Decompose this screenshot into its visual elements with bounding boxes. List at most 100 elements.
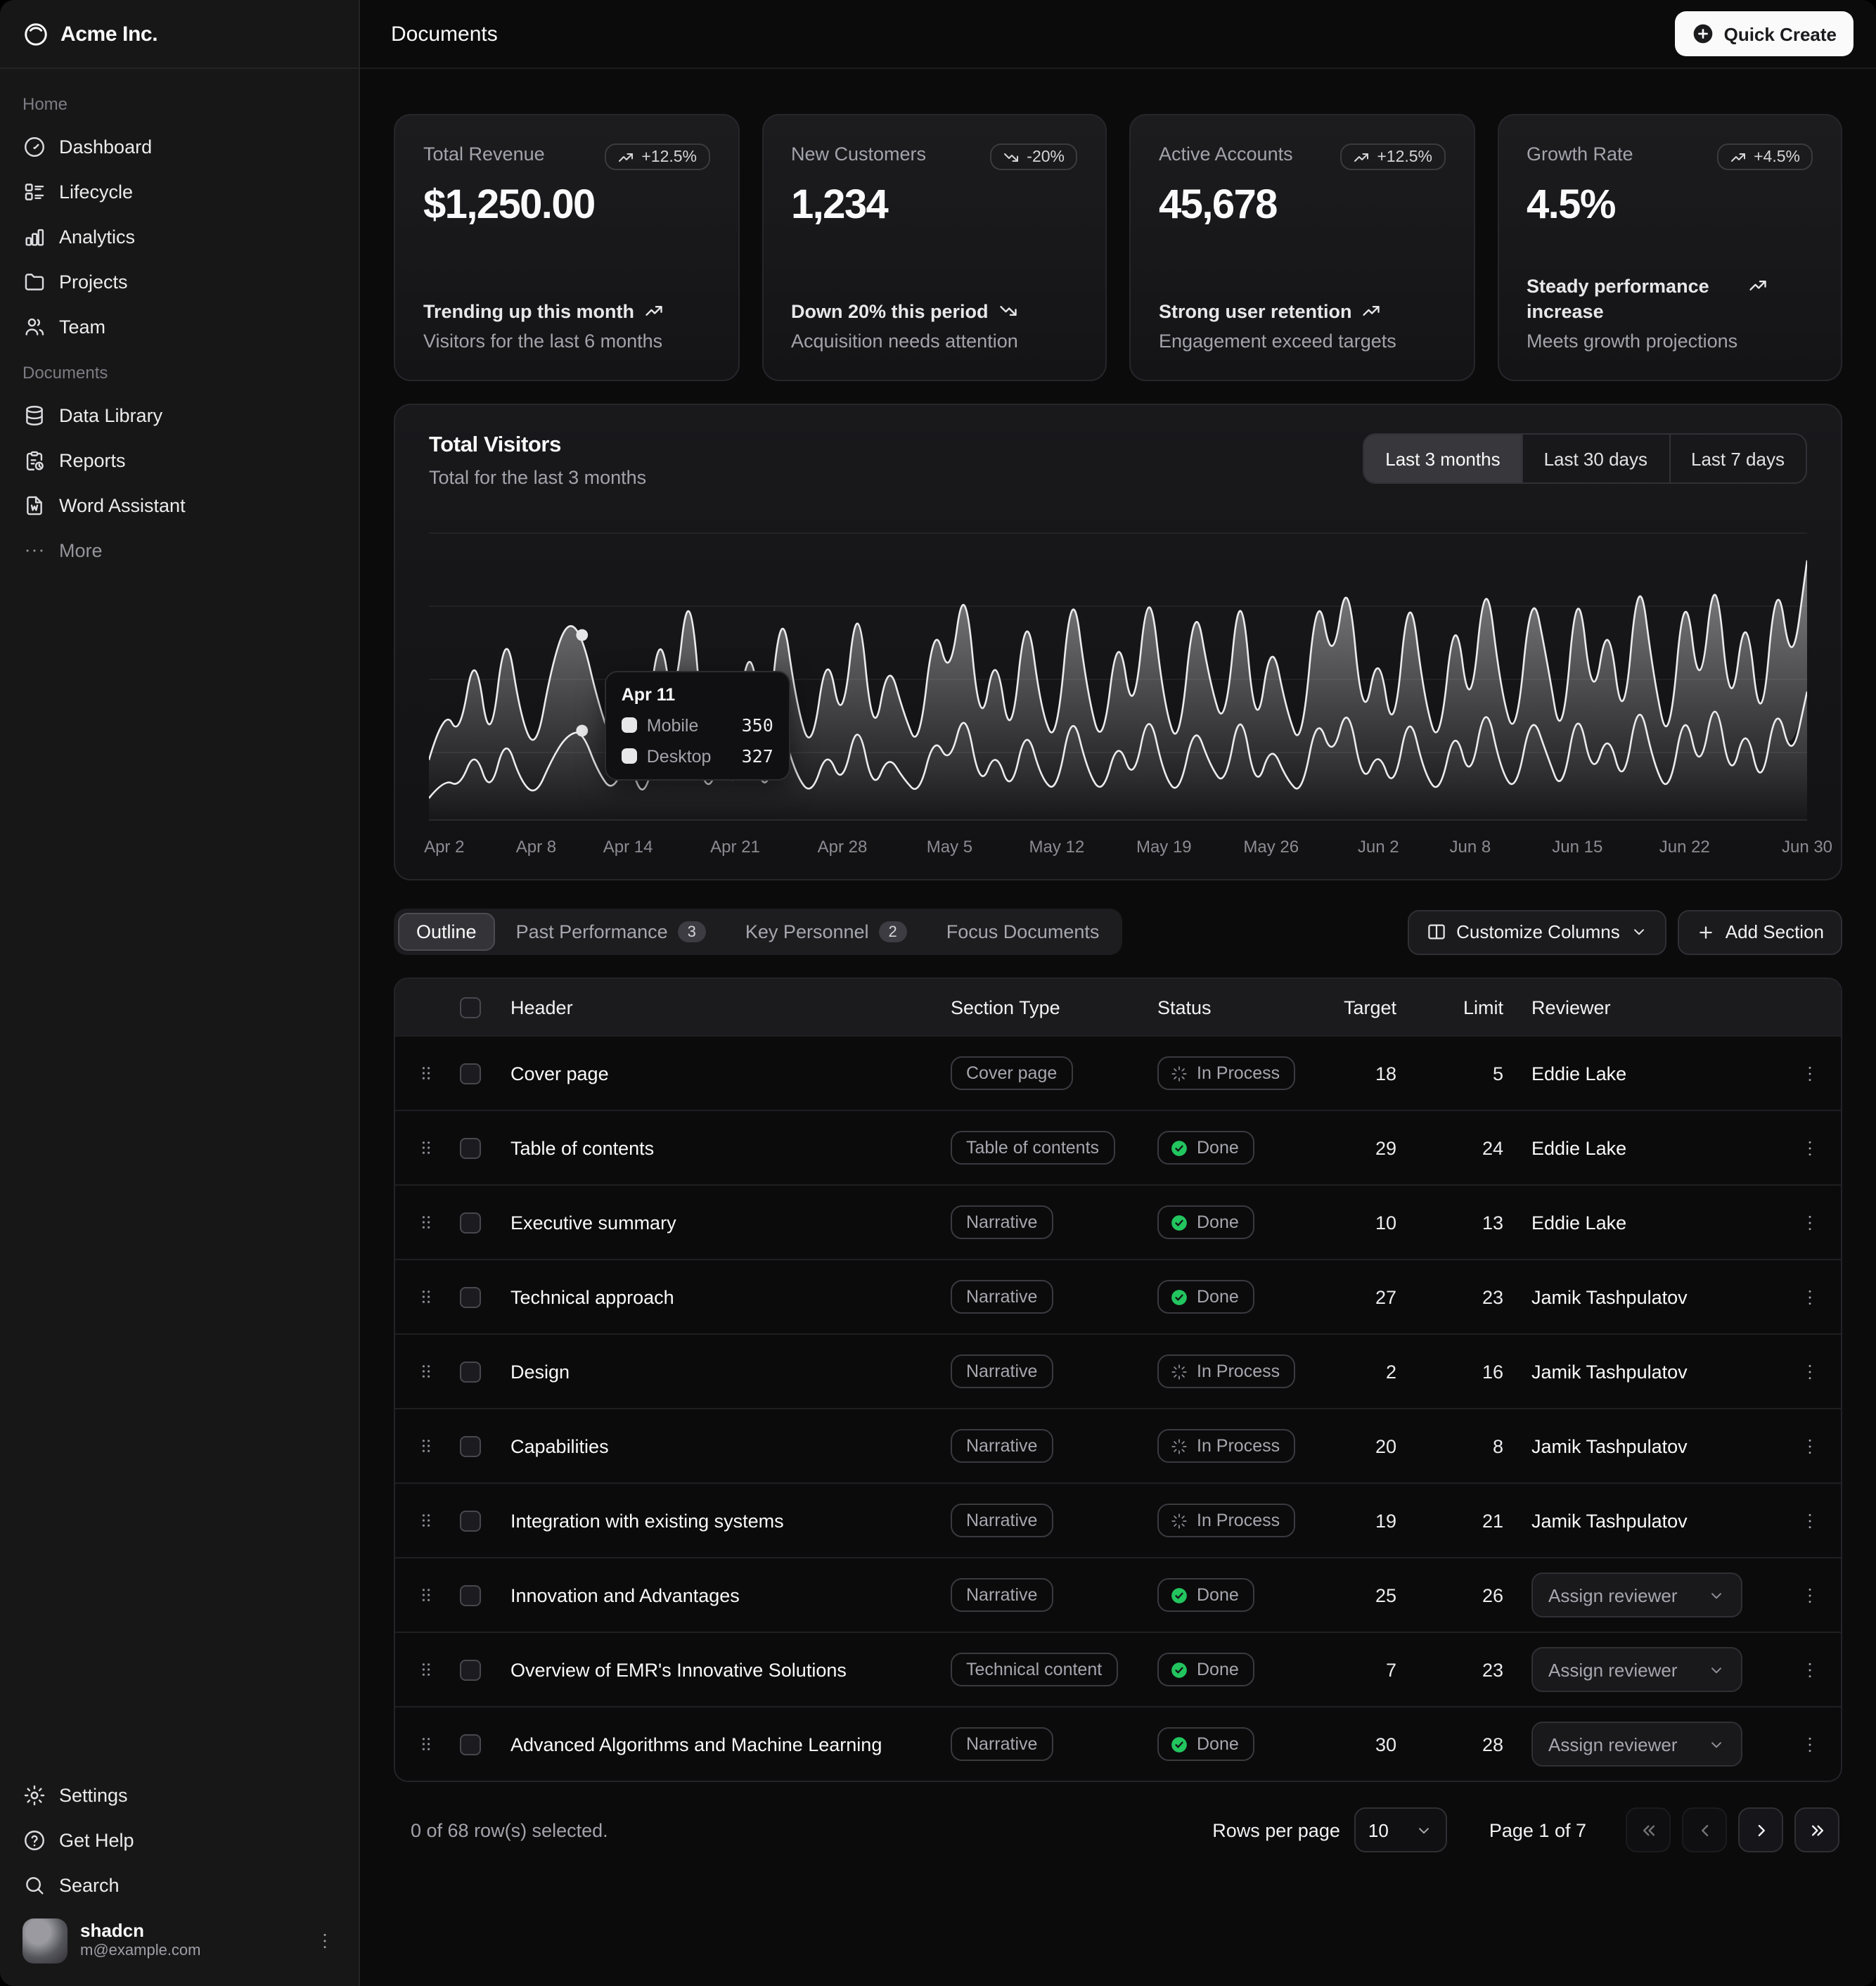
target-value[interactable]: 7 <box>1386 1659 1396 1680</box>
target-value[interactable]: 27 <box>1375 1286 1396 1307</box>
row-menu-button[interactable] <box>1790 1053 1830 1093</box>
drag-handle-icon[interactable] <box>415 1584 437 1606</box>
range-option-last-30-days[interactable]: Last 30 days <box>1522 435 1669 482</box>
target-value[interactable]: 20 <box>1375 1435 1396 1456</box>
previous-page-button[interactable] <box>1682 1807 1727 1852</box>
sidebar-item-reports[interactable]: Reports <box>11 437 347 482</box>
limit-value[interactable]: 23 <box>1482 1286 1503 1307</box>
tab-key-personnel[interactable]: Key Personnel2 <box>727 913 925 951</box>
row-header-title[interactable]: Table of contents <box>510 1137 654 1158</box>
row-checkbox[interactable] <box>460 1584 481 1606</box>
section-type-badge: Narrative <box>951 1578 1053 1612</box>
first-page-button[interactable] <box>1626 1807 1671 1852</box>
sidebar-item-label: Analytics <box>59 226 135 247</box>
stat-card-value: 45,678 <box>1159 183 1445 229</box>
row-menu-button[interactable] <box>1790 1203 1830 1242</box>
row-checkbox[interactable] <box>460 1063 481 1084</box>
target-value[interactable]: 10 <box>1375 1212 1396 1233</box>
row-checkbox[interactable] <box>460 1137 481 1158</box>
drag-handle-icon[interactable] <box>415 1136 437 1159</box>
limit-value[interactable]: 24 <box>1482 1137 1503 1158</box>
row-header-title[interactable]: Integration with existing systems <box>510 1510 784 1531</box>
sidebar-item-get-help[interactable]: Get Help <box>11 1817 347 1862</box>
row-header-title[interactable]: Capabilities <box>510 1435 609 1456</box>
sidebar-item-search[interactable]: Search <box>11 1862 347 1907</box>
target-value[interactable]: 18 <box>1375 1063 1396 1084</box>
table-row: Advanced Algorithms and Machine Learning… <box>395 1706 1841 1781</box>
drag-handle-icon[interactable] <box>415 1360 437 1383</box>
sidebar-item-analytics[interactable]: Analytics <box>11 214 347 259</box>
row-menu-button[interactable] <box>1790 1650 1830 1689</box>
target-value[interactable]: 19 <box>1375 1510 1396 1531</box>
quick-create-button[interactable]: Quick Create <box>1675 11 1853 56</box>
row-checkbox[interactable] <box>460 1212 481 1233</box>
row-menu-button[interactable] <box>1790 1724 1830 1764</box>
limit-value[interactable]: 16 <box>1482 1361 1503 1382</box>
status-badge: In Process <box>1157 1429 1295 1463</box>
row-header-title[interactable]: Executive summary <box>510 1212 676 1233</box>
target-value[interactable]: 30 <box>1375 1734 1396 1755</box>
limit-value[interactable]: 21 <box>1482 1510 1503 1531</box>
add-section-button[interactable]: Add Section <box>1678 909 1842 954</box>
assign-reviewer-select[interactable]: Assign reviewer <box>1531 1647 1742 1692</box>
sidebar-item-dashboard[interactable]: Dashboard <box>11 124 347 169</box>
row-checkbox[interactable] <box>460 1361 481 1382</box>
customize-columns-button[interactable]: Customize Columns <box>1407 909 1666 954</box>
target-value[interactable]: 2 <box>1386 1361 1396 1382</box>
area-chart[interactable]: Apr 11Mobile350Desktop327 <box>429 513 1807 823</box>
tab-past-performance[interactable]: Past Performance3 <box>498 913 724 951</box>
limit-value[interactable]: 5 <box>1493 1063 1503 1084</box>
row-header-title[interactable]: Innovation and Advantages <box>510 1584 740 1606</box>
row-header-title[interactable]: Technical approach <box>510 1286 674 1307</box>
sidebar-item-lifecycle[interactable]: Lifecycle <box>11 169 347 214</box>
sidebar-item-team[interactable]: Team <box>11 304 347 349</box>
drag-handle-icon[interactable] <box>415 1286 437 1308</box>
assign-reviewer-select[interactable]: Assign reviewer <box>1531 1572 1742 1617</box>
sidebar-item-projects[interactable]: Projects <box>11 259 347 304</box>
row-header-title[interactable]: Advanced Algorithms and Machine Learning <box>510 1734 882 1755</box>
limit-value[interactable]: 26 <box>1482 1584 1503 1606</box>
select-all-checkbox[interactable] <box>460 997 481 1018</box>
row-header-title[interactable]: Design <box>510 1361 570 1382</box>
row-checkbox[interactable] <box>460 1510 481 1531</box>
row-menu-button[interactable] <box>1790 1426 1830 1466</box>
org-switcher[interactable]: Acme Inc. <box>0 0 359 69</box>
drag-handle-icon[interactable] <box>415 1211 437 1234</box>
row-menu-button[interactable] <box>1790 1352 1830 1391</box>
sidebar-item-more[interactable]: More <box>11 527 347 572</box>
limit-value[interactable]: 13 <box>1482 1212 1503 1233</box>
row-checkbox[interactable] <box>460 1435 481 1456</box>
rows-per-page-select[interactable]: 10 <box>1354 1807 1447 1852</box>
row-menu-button[interactable] <box>1790 1501 1830 1540</box>
next-page-button[interactable] <box>1738 1807 1783 1852</box>
sidebar-item-data-library[interactable]: Data Library <box>11 392 347 437</box>
row-menu-button[interactable] <box>1790 1128 1830 1167</box>
drag-handle-icon[interactable] <box>415 1509 437 1532</box>
drag-handle-icon[interactable] <box>415 1733 437 1755</box>
row-menu-button[interactable] <box>1790 1575 1830 1615</box>
row-checkbox[interactable] <box>460 1286 481 1307</box>
drag-handle-icon[interactable] <box>415 1435 437 1457</box>
target-value[interactable]: 29 <box>1375 1137 1396 1158</box>
limit-value[interactable]: 8 <box>1493 1435 1503 1456</box>
range-option-last-7-days[interactable]: Last 7 days <box>1669 435 1806 482</box>
tab-focus-documents[interactable]: Focus Documents <box>928 913 1118 951</box>
row-checkbox[interactable] <box>460 1659 481 1680</box>
row-menu-button[interactable] <box>1790 1277 1830 1316</box>
drag-handle-icon[interactable] <box>415 1658 437 1681</box>
sidebar-item-settings[interactable]: Settings <box>11 1772 347 1817</box>
range-option-last-3-months[interactable]: Last 3 months <box>1364 435 1521 482</box>
assign-reviewer-select[interactable]: Assign reviewer <box>1531 1722 1742 1767</box>
limit-value[interactable]: 28 <box>1482 1734 1503 1755</box>
status-badge: Done <box>1157 1205 1254 1239</box>
drag-handle-icon[interactable] <box>415 1062 437 1084</box>
row-header-title[interactable]: Overview of EMR's Innovative Solutions <box>510 1659 847 1680</box>
user-menu[interactable]: shadcn m@example.com <box>11 1907 347 1975</box>
last-page-button[interactable] <box>1794 1807 1839 1852</box>
sidebar-item-word-assistant[interactable]: Word Assistant <box>11 482 347 527</box>
limit-value[interactable]: 23 <box>1482 1659 1503 1680</box>
row-header-title[interactable]: Cover page <box>510 1063 609 1084</box>
row-checkbox[interactable] <box>460 1734 481 1755</box>
tab-outline[interactable]: Outline <box>398 913 495 951</box>
target-value[interactable]: 25 <box>1375 1584 1396 1606</box>
